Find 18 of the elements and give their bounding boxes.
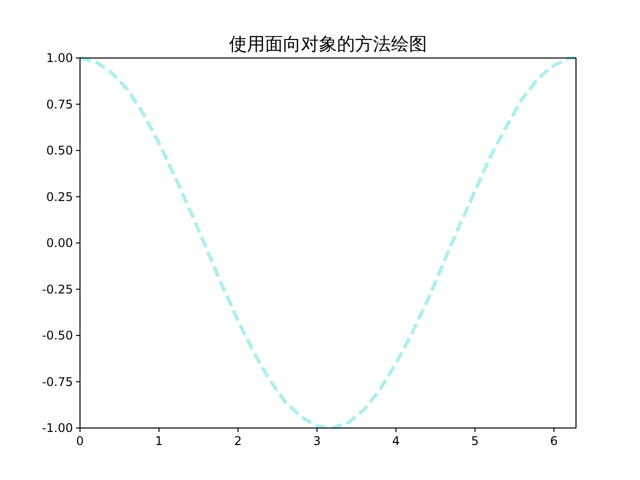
y-tick-label: -0.75 — [42, 374, 73, 389]
x-tick-label: 3 — [313, 434, 321, 448]
y-tick-label: -1.00 — [42, 421, 73, 435]
chart-title: 使用面向对象的方法绘图 — [229, 34, 427, 55]
y-tick-label: 0.00 — [46, 236, 73, 250]
x-tick-label: 0 — [76, 434, 84, 448]
y-tick-label: 1.00 — [46, 51, 73, 65]
y-tick-label: -0.25 — [42, 282, 73, 296]
y-tick-label: -0.50 — [42, 328, 73, 342]
x-tick-label: 1 — [155, 434, 163, 448]
y-tick-label: 0.25 — [46, 190, 73, 204]
x-tick-label: 5 — [471, 434, 479, 448]
y-tick-label: 0.50 — [46, 144, 73, 158]
x-tick-label: 6 — [550, 434, 558, 448]
y-tick-label: 0.75 — [46, 97, 73, 112]
x-tick-label: 2 — [234, 434, 242, 448]
line-series — [80, 56, 576, 430]
x-tick-label: 4 — [392, 434, 400, 448]
